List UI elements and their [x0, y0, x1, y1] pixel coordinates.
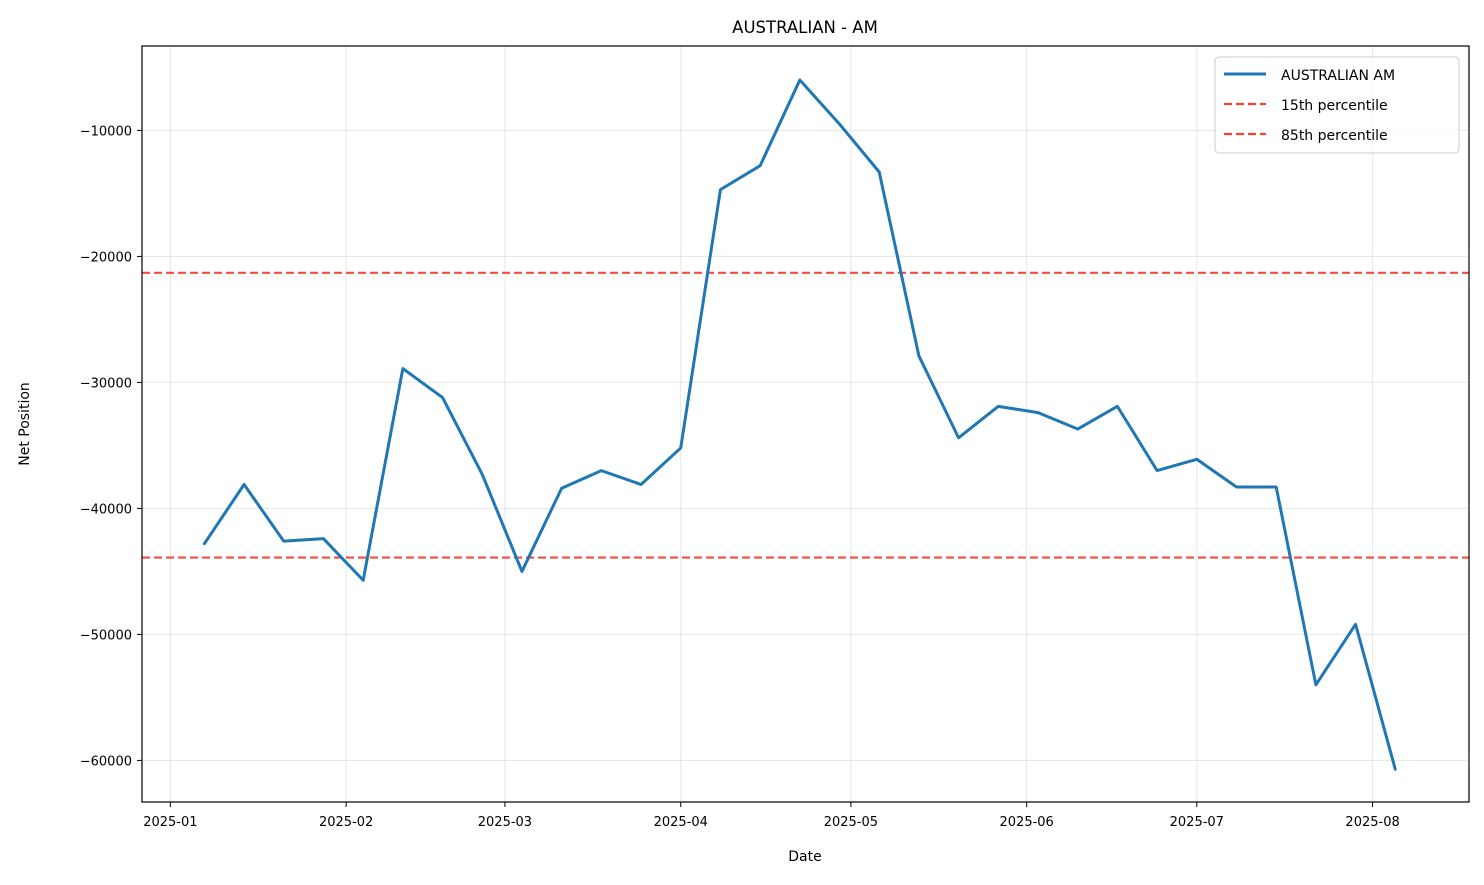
plot-frame [141, 45, 1470, 803]
x-tick-label: 2025-02 [319, 815, 373, 830]
x-tick-label: 2025-08 [1345, 815, 1399, 830]
x-tick-label: 2025-03 [478, 815, 532, 830]
legend-label-15th-percentile: 15th percentile [1281, 98, 1388, 114]
x-tick-label: 2025-06 [1000, 815, 1054, 830]
series-line-australian-am [202, 78, 1397, 771]
x-axis-ticks: 2025-01 2025-02 2025-03 2025-04 2025-05 2025-… [143, 802, 1400, 830]
y-axis-ticks: −10000 −20000 −30000 −40000 −50000 −60000 [80, 124, 142, 769]
y-tick-label: −50000 [80, 628, 132, 643]
y-tick-label: −60000 [80, 754, 132, 769]
x-tick-label: 2025-04 [654, 815, 708, 830]
legend: AUSTRALIAN AM 15th percentile 85th perce… [1214, 56, 1460, 154]
y-tick-label: −40000 [80, 502, 132, 517]
chart-title: AUSTRALIAN - AM [732, 18, 878, 37]
y-axis-label: Net Position [17, 382, 33, 466]
y-tick-label: −30000 [80, 376, 132, 391]
y-tick-label: −10000 [80, 124, 132, 139]
legend-label-85th-percentile: 85th percentile [1281, 128, 1388, 144]
reference-lines [142, 271, 1469, 559]
x-axis-label: Date [788, 849, 821, 865]
y-tick-label: −20000 [80, 250, 132, 265]
legend-label-series: AUSTRALIAN AM [1281, 68, 1395, 84]
x-tick-label: 2025-07 [1170, 815, 1224, 830]
legend-box [1214, 56, 1460, 154]
x-tick-label: 2025-01 [143, 815, 197, 830]
x-tick-label: 2025-05 [824, 815, 878, 830]
series-lines [202, 78, 1397, 771]
gridlines [142, 46, 1469, 802]
